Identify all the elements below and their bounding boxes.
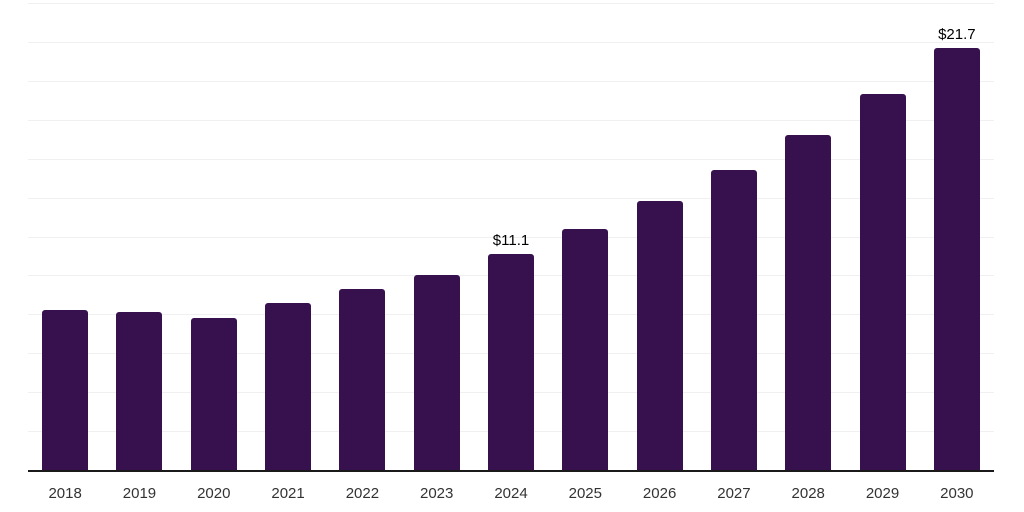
plot-area: $11.1 $21.7 [28,3,994,472]
bar-2029 [859,94,906,470]
x-tick-label-2027: 2027 [717,485,751,502]
gridline-y-16 [28,158,994,160]
data-label-2024: $11.1 [492,232,530,250]
bar-2030 [933,47,980,470]
gridline-y-22 [28,41,994,43]
bar-2021 [265,302,312,470]
x-tick-label-2024: 2024 [494,485,528,502]
bar-2020 [190,318,237,470]
x-tick-label-2020: 2020 [197,485,231,502]
bar-2022 [339,289,386,470]
gridline-y-20 [28,80,994,82]
gridline-y-24 [28,3,994,4]
bar-2024 [488,254,534,470]
x-tick-label-2019: 2019 [122,485,157,502]
x-tick-label-2030: 2030 [940,485,974,502]
bar-2018 [42,310,89,470]
x-tick-label-2022: 2022 [345,485,380,502]
gridline-y-12 [28,236,994,238]
bar-2027 [710,170,757,470]
x-tick-label-2018: 2018 [48,485,82,502]
x-tick-label-2025: 2025 [568,485,602,502]
bar-2028 [785,135,832,470]
bar-2019 [116,312,163,470]
x-tick-label-2029: 2029 [865,485,900,502]
gridline-y-18 [28,119,994,121]
gridline-y-14 [28,197,994,199]
x-tick-label-2021: 2021 [271,485,305,502]
bar-2026 [636,201,683,470]
bar-2025 [562,228,609,470]
x-axis-line [28,470,994,472]
bar-2023 [413,275,460,470]
x-tick-label-2023: 2023 [420,485,454,502]
x-tick-label-2026: 2026 [642,485,677,502]
data-label-2030: $21.7 [938,25,976,43]
x-tick-label-2028: 2028 [791,485,825,502]
